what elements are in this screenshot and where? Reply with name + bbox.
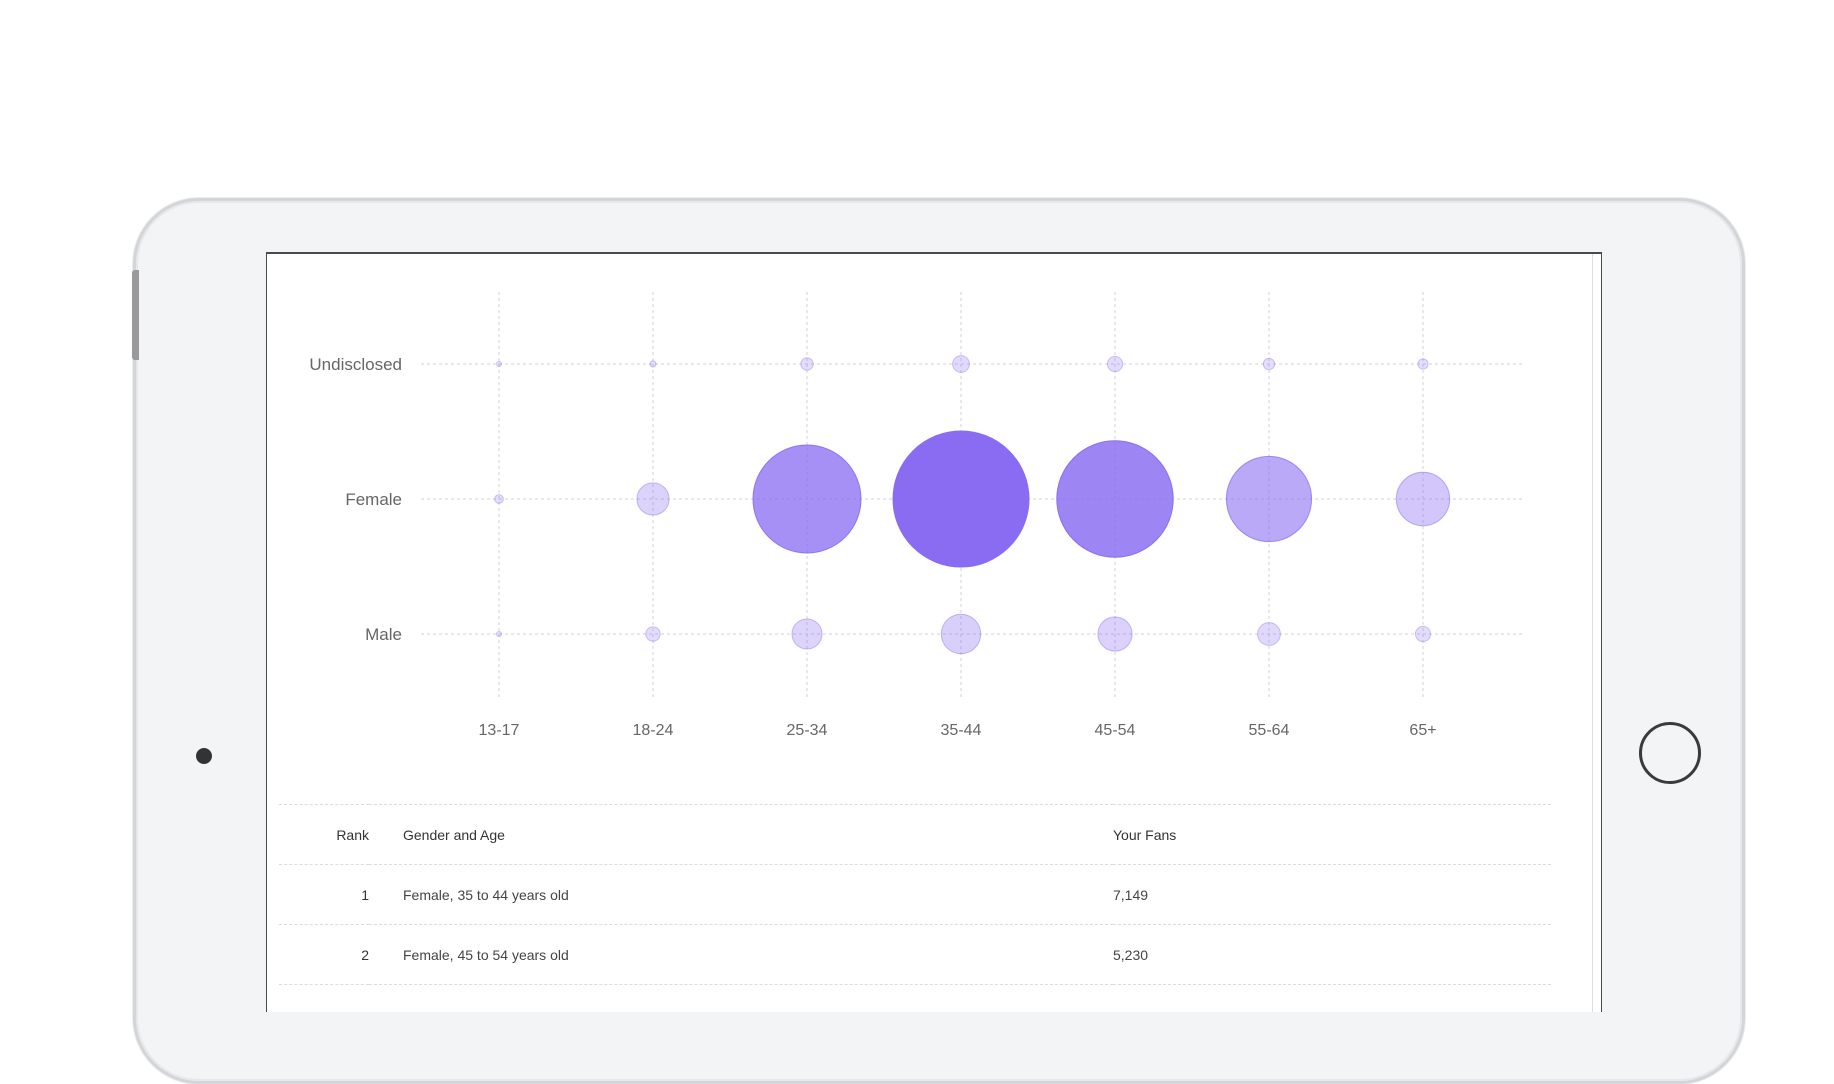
fans-header: Your Fans — [1113, 804, 1551, 865]
bubble-point — [892, 430, 1030, 568]
home-button[interactable] — [1639, 722, 1701, 784]
x-tick-label: 35-44 — [941, 722, 982, 739]
scrollbar-track[interactable] — [1592, 254, 1593, 1012]
rank-cell: 1 — [279, 864, 369, 925]
bubble-point — [752, 444, 862, 554]
y-tick-label: Female — [345, 490, 402, 509]
bubble-point — [1225, 455, 1313, 543]
tablet-side-button — [132, 270, 139, 360]
bubble-point — [800, 357, 814, 371]
bubble-point — [636, 482, 670, 516]
bubble-point — [791, 618, 823, 650]
rank-cell: 2 — [279, 924, 369, 985]
gender-age-header: Gender and Age — [369, 804, 1113, 865]
gender-age-cell: Female, 35 to 44 years old — [369, 864, 1113, 925]
x-tick-label: 65+ — [1409, 722, 1436, 739]
bubble-point — [952, 355, 970, 373]
table-header-row: Rank Gender and Age Your Fans — [279, 804, 1551, 865]
table-row-empty — [279, 984, 1551, 1012]
y-tick-label: Undisclosed — [309, 355, 402, 374]
bubble-point — [645, 626, 661, 642]
fans-cell: 7,149 — [1113, 864, 1551, 925]
rank-header: Rank — [279, 804, 369, 865]
camera-icon — [196, 748, 212, 764]
x-tick-label: 55-64 — [1249, 722, 1290, 739]
bubble-point — [1097, 616, 1133, 652]
bubble-point — [1106, 355, 1124, 373]
bubble-point — [494, 494, 504, 504]
bubble-point — [496, 361, 502, 367]
x-tick-label: 13-17 — [479, 722, 520, 739]
x-tick-label: 45-54 — [1095, 722, 1136, 739]
bubble-point — [1414, 625, 1432, 643]
bubble-point — [1056, 440, 1174, 558]
fans-table: Rank Gender and Age Your Fans 1 Female, … — [279, 804, 1551, 1012]
y-tick-label: Male — [365, 625, 402, 644]
bubble-point — [940, 613, 982, 655]
bubble-point — [649, 360, 657, 368]
table-row: 1 Female, 35 to 44 years old 7,149 — [279, 864, 1551, 925]
fans-cell: 5,230 — [1113, 924, 1551, 985]
x-tick-label: 25-34 — [787, 722, 828, 739]
bubble-chart: Undisclosed Female Male 13-17 18-24 25-34 35-4… — [309, 292, 1523, 739]
bubble-point — [1395, 471, 1451, 527]
bubble-point — [1257, 622, 1281, 646]
tablet-screen: Undisclosed Female Male 13-17 18-24 25-34 35-4… — [266, 252, 1602, 1012]
bubble-point — [1262, 357, 1276, 371]
gender-age-cell: Female, 45 to 54 years old — [369, 924, 1113, 985]
bubble-point — [1417, 358, 1429, 370]
table-row: 2 Female, 45 to 54 years old 5,230 — [279, 924, 1551, 985]
x-tick-label: 18-24 — [633, 722, 674, 739]
bubble-point — [496, 631, 502, 637]
